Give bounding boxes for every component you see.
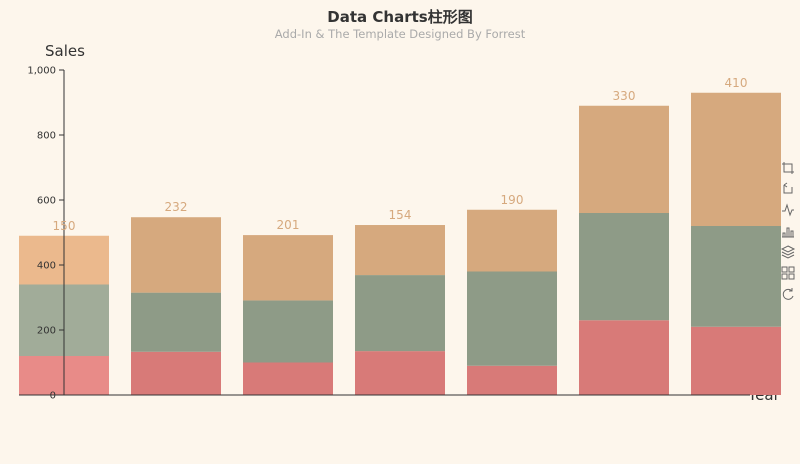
chart-title: Data Charts柱形图 bbox=[327, 8, 472, 26]
data-label: 330 bbox=[613, 89, 636, 103]
toolbox bbox=[780, 162, 796, 300]
bar-segment[interactable] bbox=[579, 320, 669, 395]
y-tick-label: 200 bbox=[37, 326, 56, 337]
bar-chart-icon[interactable] bbox=[782, 227, 794, 238]
bar-segment[interactable] bbox=[355, 275, 445, 352]
data-label: 410 bbox=[725, 76, 748, 90]
stack-icon[interactable] bbox=[780, 245, 796, 259]
bar-segment[interactable] bbox=[579, 213, 669, 321]
bar-segment[interactable] bbox=[131, 351, 221, 395]
data-label: 232 bbox=[165, 200, 188, 214]
bar-segment[interactable] bbox=[579, 105, 669, 213]
bar-segment[interactable] bbox=[131, 217, 221, 293]
bar-segment[interactable] bbox=[243, 235, 333, 301]
data-label: 190 bbox=[501, 193, 524, 207]
zoom-icon[interactable] bbox=[782, 162, 794, 174]
data-label: 150 bbox=[53, 219, 76, 233]
y-tick-label: 1,000 bbox=[27, 66, 56, 77]
data-label: 154 bbox=[389, 208, 412, 222]
tiled-icon-glyph bbox=[781, 266, 795, 280]
bar-segment[interactable] bbox=[467, 271, 557, 366]
bar-segment[interactable] bbox=[691, 92, 781, 226]
axes-layer: 0 200 400 600 800 1,000 bbox=[19, 66, 750, 402]
zoom-icon-glyph bbox=[782, 162, 794, 174]
bar-segment[interactable] bbox=[131, 292, 221, 352]
y-tick-label: 400 bbox=[37, 261, 56, 272]
restore-icon[interactable] bbox=[782, 288, 794, 300]
line-chart-icon-glyph bbox=[782, 203, 794, 217]
restore-icon-glyph bbox=[782, 288, 794, 300]
bar-segment[interactable] bbox=[243, 362, 333, 396]
y-tick-label: 600 bbox=[37, 196, 56, 207]
bar-segment[interactable] bbox=[355, 225, 445, 276]
bar-chart-icon-glyph bbox=[782, 227, 794, 238]
bar-segment[interactable] bbox=[467, 365, 557, 395]
bar-segment[interactable] bbox=[355, 351, 445, 395]
tiled-icon[interactable] bbox=[781, 266, 795, 280]
y-tick-label: 800 bbox=[37, 131, 56, 142]
bar-segment[interactable] bbox=[691, 226, 781, 327]
data-labels-layer: 150 232 201 154 190 330 410 bbox=[53, 76, 748, 233]
line-chart-icon[interactable] bbox=[782, 203, 794, 217]
y-axis-title: Sales bbox=[45, 42, 85, 60]
bar-segment[interactable] bbox=[243, 300, 333, 363]
zoom-reset-icon[interactable] bbox=[783, 182, 793, 194]
y-tick-label: 0 bbox=[50, 391, 56, 402]
zoom-reset-icon-glyph bbox=[783, 182, 793, 194]
bars-layer bbox=[19, 92, 781, 396]
data-label: 201 bbox=[277, 218, 300, 232]
bar-segment[interactable] bbox=[691, 326, 781, 395]
stack-icon-glyph bbox=[780, 245, 796, 259]
chart-subtitle: Add-In & The Template Designed By Forres… bbox=[275, 27, 526, 41]
bar-segment[interactable] bbox=[467, 209, 557, 272]
